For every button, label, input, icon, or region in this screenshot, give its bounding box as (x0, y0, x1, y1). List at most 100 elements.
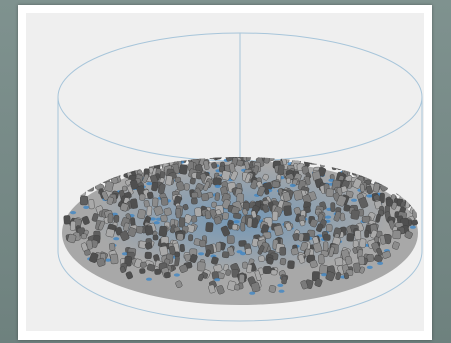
pellet (189, 157, 196, 159)
pellet (350, 209, 360, 220)
pellet (80, 195, 88, 206)
render-viewport (26, 13, 424, 331)
interstitial-gap (198, 252, 205, 256)
pellet (286, 177, 291, 184)
pellet (358, 197, 369, 209)
pellet (396, 186, 405, 197)
pellet (144, 225, 154, 236)
pellet (264, 188, 270, 195)
interstitial-gap (325, 215, 332, 219)
pellet (343, 204, 351, 212)
pellet (69, 220, 76, 231)
pellet (214, 192, 221, 201)
interstitial-gap (146, 182, 153, 186)
pellet (299, 220, 306, 227)
pellet (333, 211, 342, 222)
pellet (120, 202, 129, 212)
interstitial-gap (105, 258, 112, 262)
pellet (279, 257, 287, 266)
pellet (174, 256, 180, 267)
pellet (135, 226, 144, 234)
pellet (313, 242, 323, 253)
pellet (298, 157, 307, 161)
pellet (242, 261, 248, 269)
pellet (263, 266, 272, 274)
pellet (335, 161, 343, 169)
interstitial-gap (146, 277, 152, 281)
pellet (370, 229, 378, 239)
pellet (293, 189, 303, 201)
pellet (213, 157, 219, 159)
pellet (160, 214, 168, 222)
pellet (309, 219, 318, 228)
pellet (176, 233, 184, 241)
pellet (174, 176, 181, 183)
pellet (163, 271, 171, 279)
pellet (220, 225, 231, 237)
pellet (238, 274, 245, 284)
pellet (104, 181, 114, 192)
pellet (251, 218, 258, 229)
pellet (262, 204, 270, 213)
pellet (359, 266, 365, 274)
pellet (346, 233, 355, 242)
pellet (199, 239, 207, 248)
pellet (331, 161, 337, 171)
interstitial-gap (121, 252, 128, 256)
pellet (359, 238, 367, 248)
pellet (325, 188, 334, 197)
pellet (183, 214, 193, 224)
pellet (392, 241, 400, 250)
pellet (230, 170, 238, 181)
pellet (197, 274, 204, 282)
pellet (258, 255, 265, 262)
pellet (290, 247, 299, 256)
pellet (89, 252, 99, 263)
pellet (110, 253, 119, 265)
interstitial-gap (113, 237, 120, 241)
pellet (273, 225, 284, 236)
pellet (178, 217, 186, 228)
pellet (392, 230, 402, 240)
interstitial-gap (377, 261, 384, 265)
pellet (310, 157, 318, 165)
pellet (146, 205, 153, 217)
pellet (223, 264, 229, 272)
pellet (382, 250, 391, 259)
pellet (250, 148, 254, 156)
pellet (287, 260, 295, 269)
pellet (325, 224, 333, 232)
pellet (111, 177, 119, 184)
pellet (158, 183, 166, 195)
pellet (250, 282, 261, 293)
pellet (284, 222, 293, 231)
pellet (152, 234, 159, 241)
pellet (385, 198, 394, 207)
pellet (300, 280, 309, 290)
pellet (119, 266, 126, 273)
pellet (364, 229, 370, 238)
pellet (323, 234, 331, 241)
pellet (271, 180, 280, 188)
interstitial-gap (173, 273, 180, 277)
pellet (219, 165, 225, 173)
pellet (189, 177, 196, 185)
pellet (176, 181, 185, 192)
pellet (213, 264, 223, 273)
pellet (109, 242, 116, 251)
pellet (366, 185, 373, 195)
pellet (153, 205, 164, 216)
pellet (119, 230, 130, 242)
pellet (375, 213, 381, 223)
pellet (379, 192, 385, 204)
pellet (86, 239, 93, 250)
pellet (262, 173, 269, 181)
pellet (182, 204, 189, 211)
pellet (175, 207, 182, 219)
pellet (183, 183, 190, 191)
interstitial-gap (289, 183, 296, 188)
pellet (254, 270, 262, 281)
pellet (137, 209, 146, 220)
pellet (222, 212, 229, 220)
pellet (376, 247, 383, 256)
